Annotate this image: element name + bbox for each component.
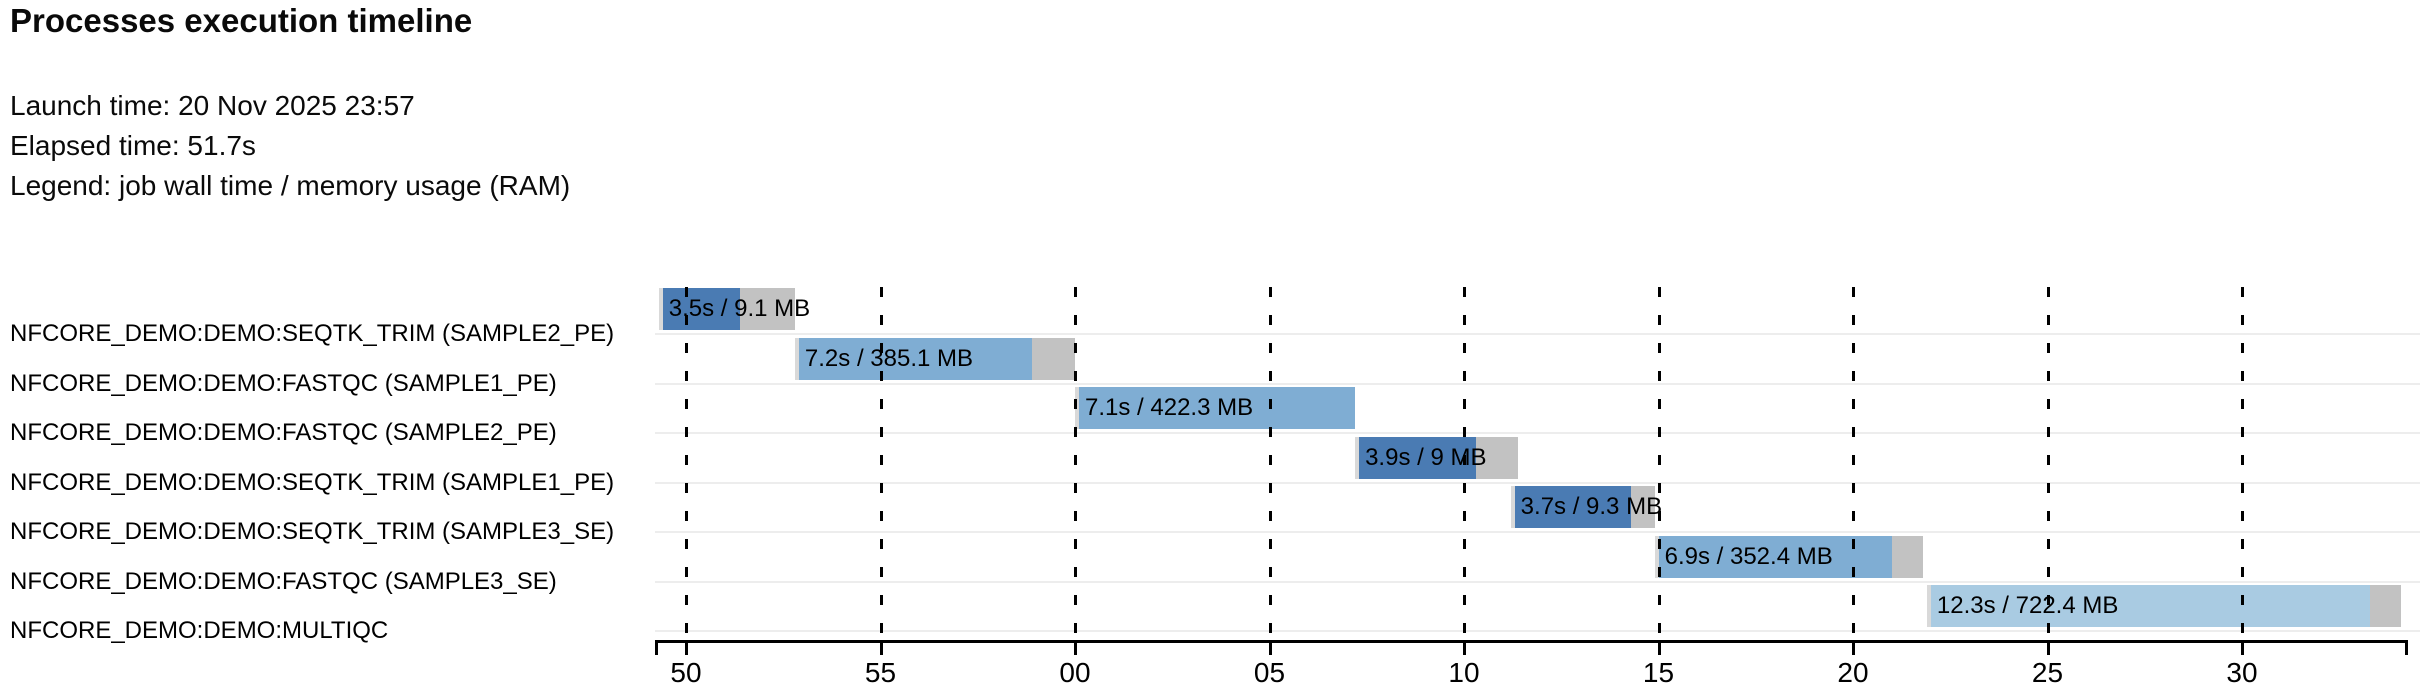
x-axis-tick: [2241, 640, 2244, 655]
bar-tail-segment: [1475, 436, 1519, 479]
legend-text: Legend: job wall time / memory usage (RA…: [10, 170, 571, 201]
x-axis-end-cap: [655, 640, 658, 655]
bar-run-segment: [798, 337, 1033, 380]
tick-gridline: [1074, 287, 1077, 640]
launch-time-text: Launch time: 20 Nov 2025 23:57: [10, 90, 415, 121]
x-axis-tick-label: 25: [2031, 657, 2064, 688]
task-bar: [1926, 585, 2402, 627]
task-bar-label: 12.3s / 722.4 MB: [1936, 592, 2119, 619]
bar-tail-segment: [1032, 337, 1075, 380]
row-separator: [655, 481, 2420, 484]
x-axis-tick-label: 20: [1837, 657, 1869, 688]
bar-pending-segment: [1355, 436, 1360, 479]
page-title: Processes execution timeline: [10, 2, 473, 39]
bar-run-segment: [1514, 486, 1632, 528]
x-axis-tick-label: 15: [1642, 657, 1675, 688]
task-bar-label: 7.1s / 422.3 MB: [1085, 394, 1254, 421]
task-bar-label: 7.2s / 385.1 MB: [804, 344, 973, 372]
process-label: NFCORE_DEMO:DEMO:FASTQC (SAMPLE1_PE): [10, 369, 557, 397]
bar-run-segment: [1079, 387, 1356, 429]
bar-tail-segment: [1891, 535, 1923, 578]
bar-run-segment: [1359, 436, 1476, 479]
tick-gridline: [2046, 287, 2050, 640]
row-separator: [655, 333, 2420, 335]
x-axis-tick: [879, 640, 883, 655]
tick-gridline: [1852, 287, 1855, 640]
process-label: NFCORE_DEMO:DEMO:SEQTK_TRIM (SAMPLE2_PE): [10, 320, 615, 347]
task-bar: [658, 288, 795, 330]
task-bar-label: 6.9s / 352.4 MB: [1664, 542, 1833, 570]
process-label: NFCORE_DEMO:DEMO:SEQTK_TRIM (SAMPLE1_PE): [10, 468, 615, 496]
task-bar: [1355, 436, 1519, 479]
task-bar: [1075, 387, 1356, 429]
tick-gridline: [685, 287, 688, 640]
x-axis-tick: [1657, 640, 1661, 655]
process-label: NFCORE_DEMO:DEMO:SEQTK_TRIM (SAMPLE3_SE): [10, 518, 615, 545]
elapsed-time-text: Elapsed time: 51.7s: [10, 130, 256, 161]
meta-block: Launch time: 20 Nov 2025 23:57 Elapsed t…: [10, 86, 570, 206]
row-separator: [655, 531, 2420, 533]
task-bar-label: 3.7s / 9.3 MB: [1520, 493, 1663, 520]
bar-tail-segment: [2370, 585, 2402, 627]
x-axis-tick-label: 00: [1059, 657, 1091, 688]
bar-pending-segment: [658, 288, 663, 330]
tick-gridline: [2241, 287, 2244, 640]
bar-pending-segment: [1926, 585, 1931, 627]
task-bar-label: 3.5s / 9.1 MB: [668, 295, 811, 322]
tick-gridline: [1463, 287, 1466, 640]
bar-run-segment: [1930, 585, 2371, 627]
x-axis-tick-label: 30: [2226, 657, 2258, 688]
x-axis-tick-label: 10: [1448, 657, 1480, 688]
row-separator: [655, 432, 2420, 434]
x-axis-end-cap: [2405, 640, 2408, 655]
x-axis-tick: [1268, 640, 1272, 655]
task-bar: [794, 337, 1075, 380]
x-axis-line: [655, 640, 2408, 643]
tick-gridline: [879, 287, 883, 640]
row-separator: [655, 630, 2420, 632]
tick-gridline: [1268, 287, 1272, 640]
bar-tail-segment: [740, 288, 795, 330]
x-axis-tick: [685, 640, 688, 655]
bar-pending-segment: [1510, 486, 1515, 528]
task-bar: [1510, 486, 1655, 528]
row-separator: [655, 580, 2420, 583]
x-axis-tick-label: 55: [864, 657, 897, 688]
tick-gridline: [1657, 287, 1661, 640]
bar-pending-segment: [1654, 535, 1659, 578]
bar-pending-segment: [794, 337, 799, 380]
x-axis-tick: [1852, 640, 1855, 655]
x-axis-tick: [1074, 640, 1077, 655]
row-separator: [655, 382, 2420, 385]
x-axis-tick: [1463, 640, 1466, 655]
process-label: NFCORE_DEMO:DEMO:MULTIQC: [10, 617, 389, 644]
process-label: NFCORE_DEMO:DEMO:FASTQC (SAMPLE3_SE): [10, 567, 557, 595]
bar-pending-segment: [1075, 387, 1079, 429]
x-axis-tick: [2046, 640, 2050, 655]
task-bar-label: 3.9s / 9 MB: [1365, 443, 1487, 471]
process-label: NFCORE_DEMO:DEMO:FASTQC (SAMPLE2_PE): [10, 419, 557, 446]
bar-tail-segment: [1631, 486, 1655, 528]
x-axis-tick-label: 05: [1253, 657, 1286, 688]
bar-run-segment: [662, 288, 741, 330]
x-axis-tick-label: 50: [670, 657, 702, 688]
